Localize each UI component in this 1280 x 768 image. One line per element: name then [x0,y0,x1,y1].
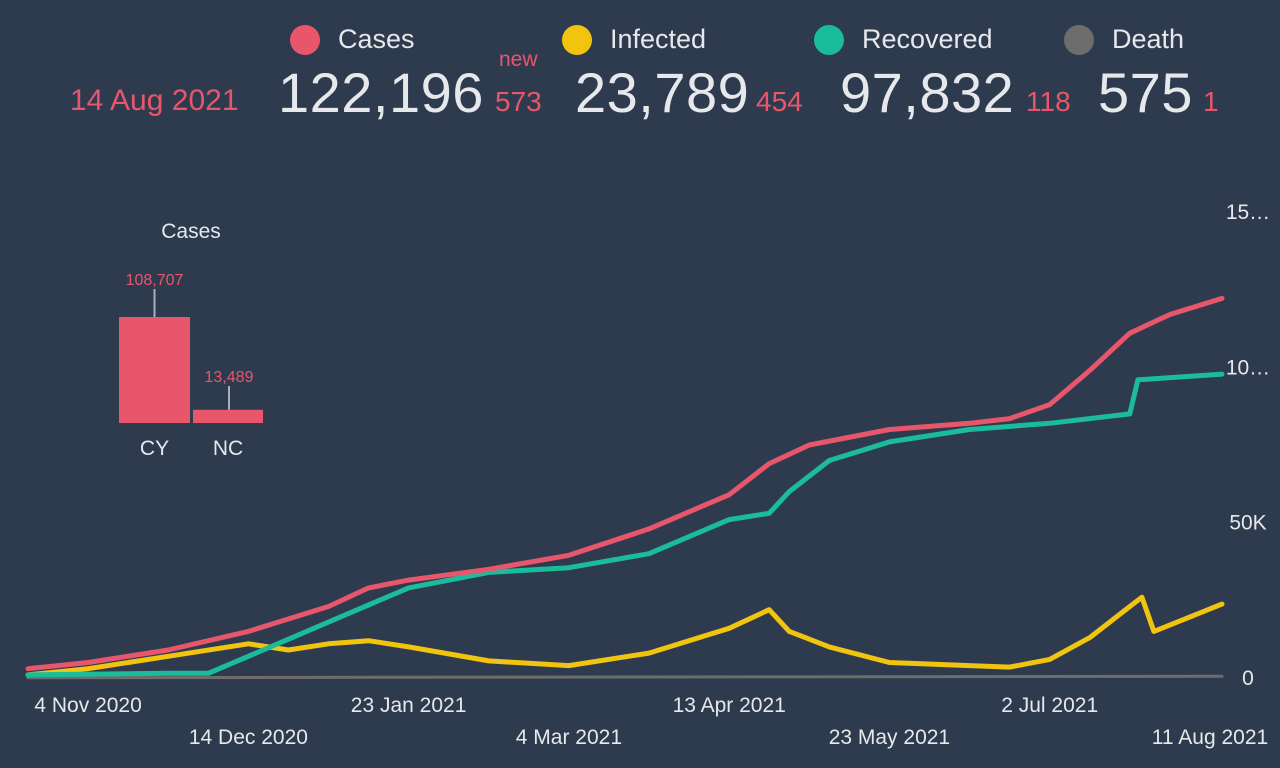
infected-new: 454 [756,86,803,117]
legend-item-infected[interactable]: Infected [562,24,706,55]
x-tick-label: 23 May 2021 [829,726,950,749]
series-line-infected[interactable] [25,594,1225,678]
y-tick-label: 50K [1229,512,1266,535]
death-new: 1 [1203,86,1219,117]
infected-total: 23,789 [575,61,750,124]
cases-total: 122,196 [278,61,484,124]
inset-category-label: NC [213,437,243,460]
legend-label-death: Death [1112,24,1185,54]
recovered-total: 97,832 [840,61,1015,124]
inset-category-label: CY [140,437,169,460]
x-tick-label: 13 Apr 2021 [673,694,786,717]
inset-value-label: 13,489 [205,369,254,386]
cases-dot-icon [290,24,320,55]
legend-item-death[interactable]: Death [1064,24,1184,55]
x-tick-label: 14 Dec 2020 [189,726,308,749]
x-tick-label: 2 Jul 2021 [1001,694,1098,717]
legend-item-recovered[interactable]: Recovered [814,24,993,55]
legend: Cases Infected Recovered Death [0,24,1280,64]
inset-bar[interactable] [119,317,190,423]
inset-title: Cases [161,220,221,243]
y-tick-label: 10… [1226,356,1270,379]
series-layer [25,295,1225,680]
y-axis: 0 50K 10… 15… [1226,201,1270,690]
x-tick-label: 4 Nov 2020 [34,694,141,717]
recovered-dot-icon [814,24,844,55]
series-line-cases[interactable] [25,295,1225,672]
x-tick-label: 23 Jan 2021 [351,694,467,717]
current-date: 14 Aug 2021 [70,84,239,117]
death-total: 575 [1098,61,1193,124]
legend-label-cases: Cases [338,24,415,54]
stats-row: 14 Aug 2021 new 122,196 573 23,789 454 9… [0,48,1280,128]
x-tick-label: 4 Mar 2021 [516,726,622,749]
x-tick-label: 11 Aug 2021 [1152,726,1268,749]
series-line-recovered[interactable] [25,371,1225,678]
legend-label-recovered: Recovered [862,24,993,54]
series-line-death[interactable] [26,674,1224,680]
infected-dot-icon [562,24,592,55]
new-label: new [499,48,538,71]
death-dot-icon [1064,24,1094,55]
legend-label-infected: Infected [610,24,707,54]
inset-bar-chart[interactable]: Cases 108,707 CY 13,489 NC [119,220,263,460]
legend-item-cases[interactable]: Cases [290,24,415,55]
inset-value-label: 108,707 [126,272,184,289]
y-tick-label: 15… [1226,201,1270,224]
cases-new: 573 [495,86,542,117]
y-tick-label: 0 [1242,667,1254,690]
recovered-new: 118 [1026,86,1071,117]
x-axis: 4 Nov 2020 14 Dec 2020 23 Jan 2021 4 Mar 20… [34,694,1268,749]
inset-bar[interactable] [193,409,263,423]
